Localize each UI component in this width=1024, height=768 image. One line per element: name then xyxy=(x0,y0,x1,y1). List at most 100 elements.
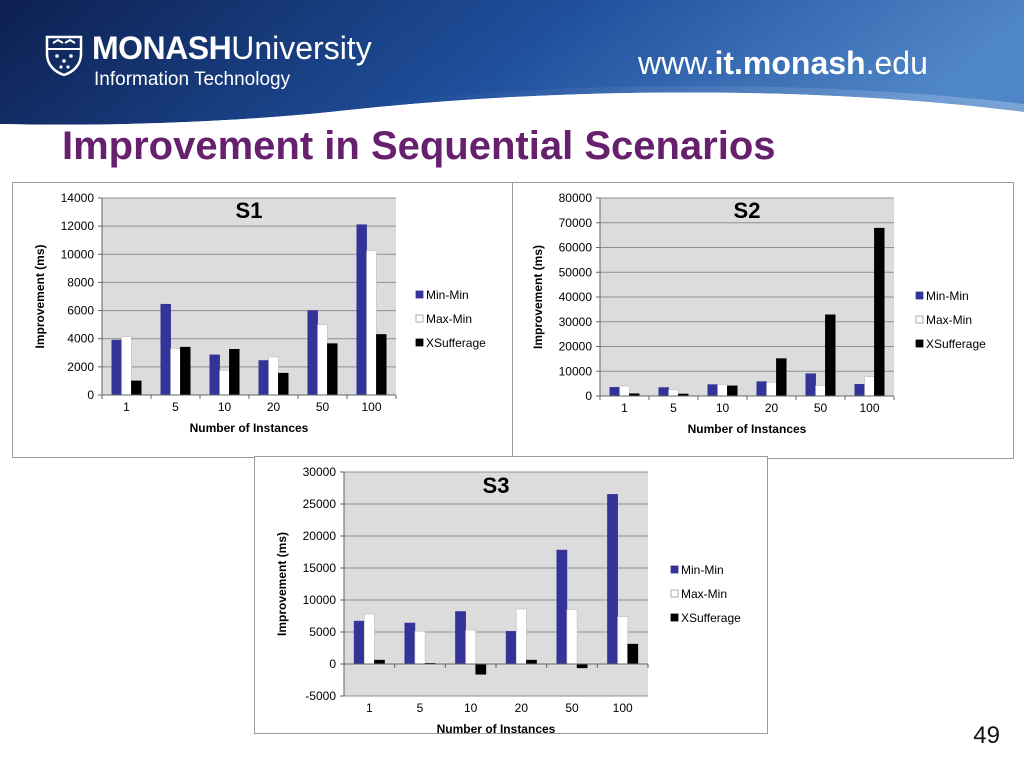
bar-min-min-100 xyxy=(607,494,618,665)
x-tick-label: 50 xyxy=(316,400,330,414)
legend-swatch xyxy=(415,290,424,299)
monash-crest-icon xyxy=(45,35,83,76)
x-tick-label: 5 xyxy=(670,401,677,415)
y-tick-label: 2000 xyxy=(67,360,94,374)
legend-swatch xyxy=(670,565,679,574)
bar-max-min-1 xyxy=(619,385,630,397)
bar-max-min-100 xyxy=(617,616,629,665)
y-axis-title: Improvement (ms) xyxy=(275,532,289,636)
legend-label: Min-Min xyxy=(926,289,969,303)
bar-xsufferage-10 xyxy=(727,385,738,397)
x-tick-label: 5 xyxy=(417,701,424,715)
bar-xsufferage-50 xyxy=(825,314,836,397)
x-axis-title: Number of Instances xyxy=(437,722,556,733)
y-tick-label: 30000 xyxy=(303,465,337,479)
legend-swatch xyxy=(670,589,679,598)
bar-max-min-100 xyxy=(366,250,377,396)
y-tick-label: 5000 xyxy=(309,625,336,639)
bar-xsufferage-100 xyxy=(376,334,387,396)
brand-light: University xyxy=(231,30,372,66)
y-tick-label: 20000 xyxy=(303,529,337,543)
legend-swatch xyxy=(415,338,424,347)
legend-label: XSufferage xyxy=(681,611,741,625)
bar-max-min-1 xyxy=(363,613,375,665)
legend-swatch xyxy=(915,291,924,300)
y-tick-label: -5000 xyxy=(305,689,336,703)
brand-bold: MONASH xyxy=(92,30,232,66)
chart-s2: 0 10000 20000 30000 40000 50000 60000 70000 8000… xyxy=(531,191,986,436)
x-tick-label: 100 xyxy=(361,400,381,414)
bar-min-min-10 xyxy=(209,354,220,396)
chart-s3: -5000 0 5000 10000 15000 20000 25000 30000 1 5 10 2… xyxy=(275,465,741,733)
bar-max-min-10 xyxy=(219,370,230,396)
legend-label: Max-Min xyxy=(926,313,972,327)
x-tick-label: 10 xyxy=(218,400,232,414)
x-tick-label: 100 xyxy=(859,401,879,415)
bar-max-min-10 xyxy=(717,384,728,397)
bar-min-min-50 xyxy=(556,549,568,665)
header-banner: MONASHUniversity Information Technology … xyxy=(0,0,1024,128)
bar-xsufferage-20 xyxy=(526,659,537,665)
bar-min-min-5 xyxy=(658,387,669,397)
x-tick-label: 1 xyxy=(366,701,373,715)
bar-min-min-1 xyxy=(609,387,620,397)
bar-min-min-5 xyxy=(404,622,416,665)
bar-min-min-20 xyxy=(505,631,517,665)
legend-swatch xyxy=(915,339,924,348)
bar-max-min-50 xyxy=(566,609,578,665)
x-axis-title: Number of Instances xyxy=(688,422,807,436)
bar-min-min-20 xyxy=(258,360,269,396)
y-tick-label: 25000 xyxy=(303,497,337,511)
y-tick-label: 0 xyxy=(329,657,336,671)
bar-min-min-50 xyxy=(307,310,318,396)
chart-s3-panel: -5000 0 5000 10000 15000 20000 25000 30000 1 5 10 2… xyxy=(254,456,768,734)
url-bold: it.monash xyxy=(714,45,866,81)
x-tick-label: 5 xyxy=(172,400,179,414)
bar-max-min-20 xyxy=(268,356,279,396)
bar-min-min-5 xyxy=(160,303,171,396)
y-tick-label: 8000 xyxy=(67,275,94,289)
y-tick-label: 0 xyxy=(585,389,592,403)
bar-max-min-50 xyxy=(815,385,826,397)
bar-max-min-1 xyxy=(121,336,132,396)
bar-xsufferage-5 xyxy=(180,346,191,396)
url-prefix: www. xyxy=(638,45,715,81)
page-number: 49 xyxy=(973,722,1000,749)
bar-min-min-10 xyxy=(455,611,466,665)
chart-s1: 0 2000 4000 6000 8000 10000 12000 14000 1 5 10 20 50… xyxy=(33,191,486,435)
bar-xsufferage-100 xyxy=(627,643,639,665)
y-tick-label: 0 xyxy=(87,388,94,402)
y-tick-label: 12000 xyxy=(61,219,95,233)
y-tick-label: 40000 xyxy=(559,290,593,304)
y-tick-label: 20000 xyxy=(559,340,593,354)
y-tick-label: 10000 xyxy=(303,593,337,607)
chart-s2-panel: 0 10000 20000 30000 40000 50000 60000 70000 8000… xyxy=(512,182,1014,459)
legend-label: Min-Min xyxy=(426,288,469,302)
legend-label: XSufferage xyxy=(926,337,986,351)
bar-xsufferage-20 xyxy=(776,358,787,397)
bar-min-min-50 xyxy=(805,373,816,397)
plot-area xyxy=(344,472,648,696)
bar-xsufferage-10 xyxy=(229,348,240,396)
y-tick-label: 6000 xyxy=(67,304,94,318)
bar-max-min-20 xyxy=(766,382,777,397)
x-tick-label: 100 xyxy=(613,701,633,715)
y-tick-label: 30000 xyxy=(559,315,593,329)
website-url: www.it.monash.edu xyxy=(638,44,928,82)
x-tick-label: 20 xyxy=(765,401,779,415)
bar-min-min-100 xyxy=(854,384,865,397)
bar-xsufferage-1 xyxy=(374,659,385,665)
y-tick-label: 50000 xyxy=(559,265,593,279)
bar-min-min-10 xyxy=(707,384,718,397)
y-tick-label: 60000 xyxy=(559,241,593,255)
brand-subtitle: Information Technology xyxy=(94,69,291,90)
plot-area xyxy=(102,198,396,395)
bar-max-min-100 xyxy=(864,376,875,397)
x-tick-label: 1 xyxy=(621,401,628,415)
y-tick-label: 4000 xyxy=(67,332,94,346)
chart-title: S1 xyxy=(236,198,263,223)
bar-max-min-5 xyxy=(414,631,426,665)
legend-swatch xyxy=(915,315,924,324)
bar-xsufferage-100 xyxy=(874,227,885,397)
bar-min-min-20 xyxy=(756,381,767,397)
